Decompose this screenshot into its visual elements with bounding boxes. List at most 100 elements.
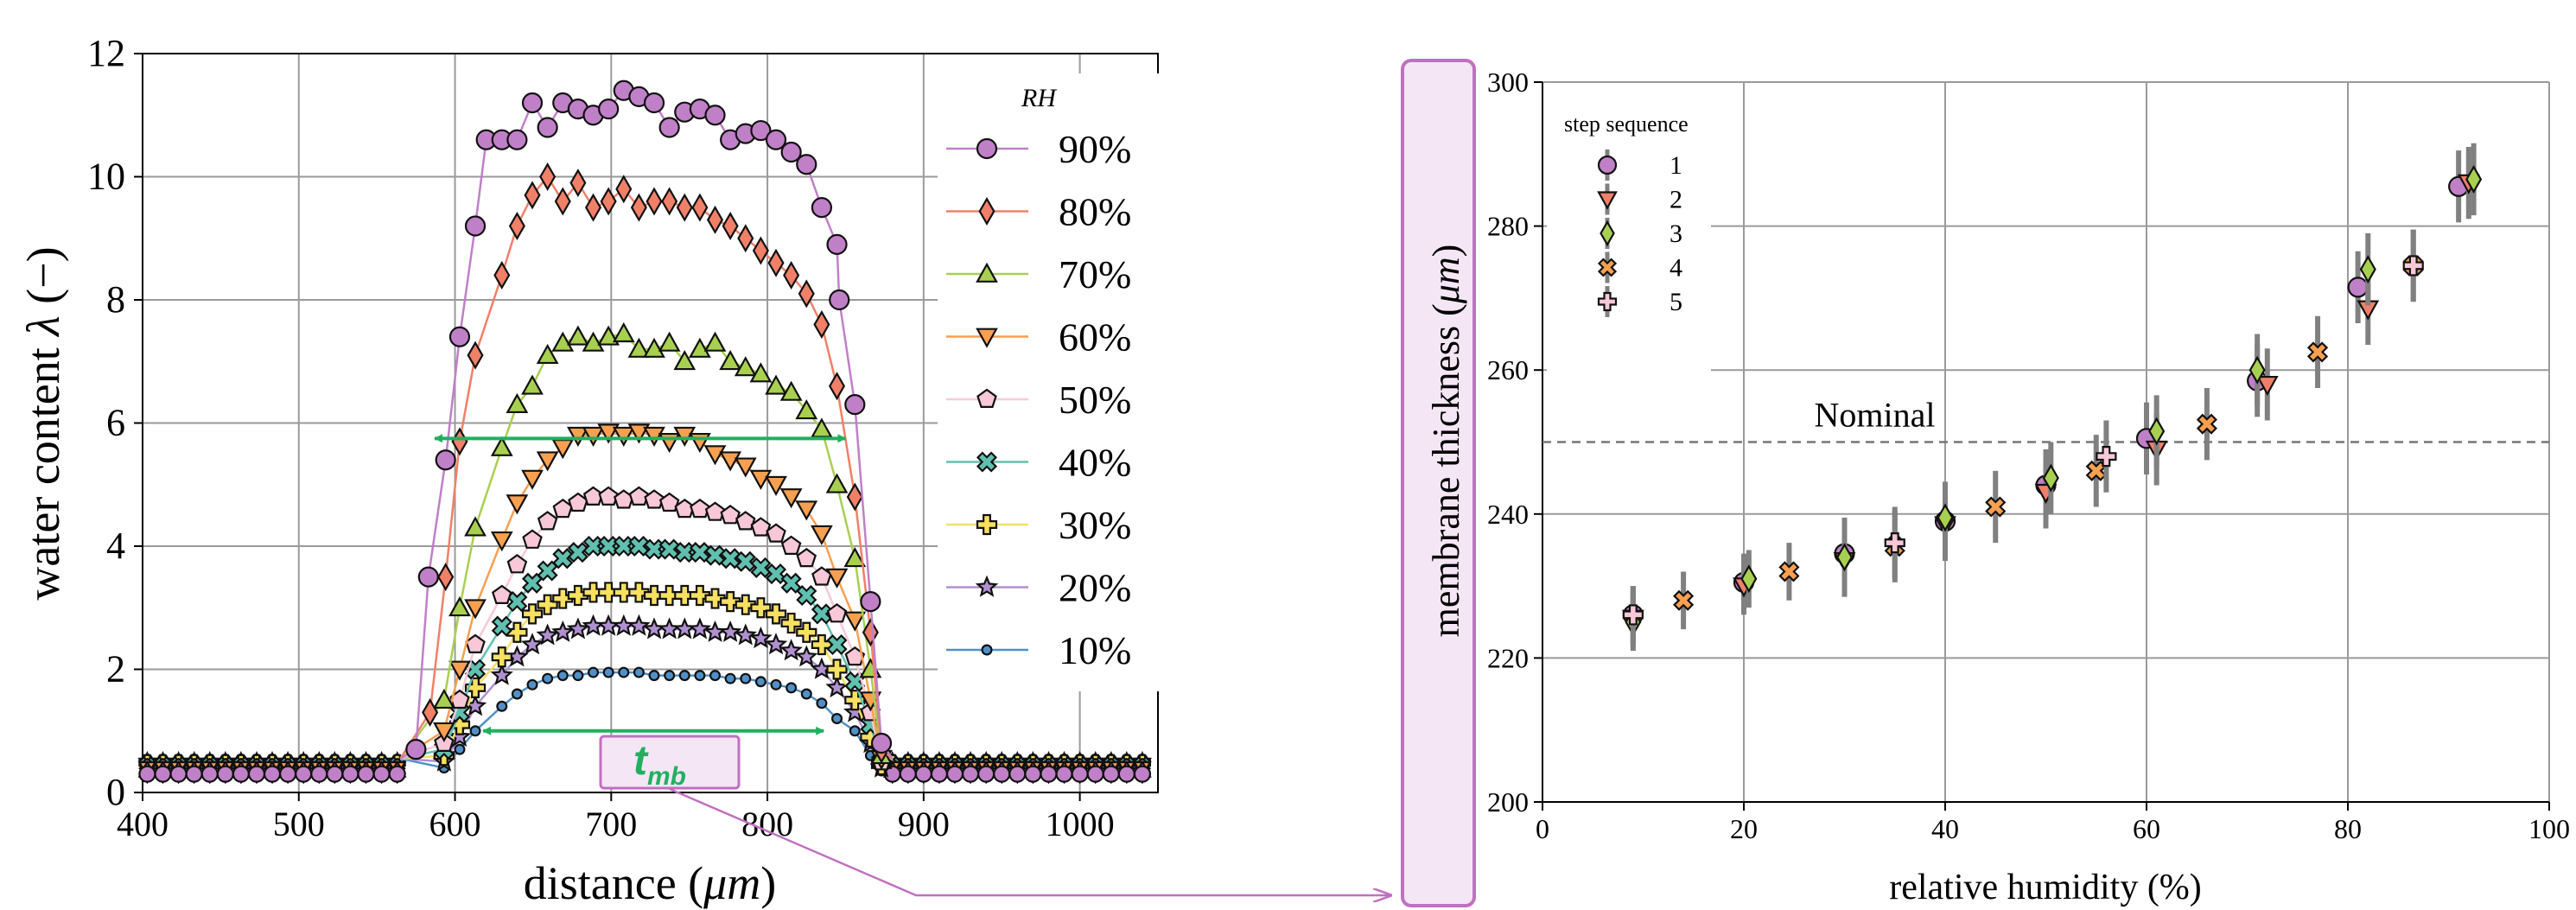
left-data-point [720,548,741,570]
left-data-point [734,623,757,646]
left-baseline-point [961,765,980,783]
left-data-point [796,621,817,643]
left-data-point [798,279,815,309]
left-data-point [506,554,528,574]
left-data-point [780,572,802,594]
left-baseline-point [200,765,219,783]
right-series-5 [1622,229,2424,644]
left-data-point [676,193,693,222]
left-baseline-point [1133,765,1152,783]
right-x-axis-label: relative humidity (%) [1889,868,2202,907]
right-data-point [2196,413,2217,435]
left-data-point [825,676,849,698]
left-data-point [735,550,756,572]
left-legend-label: 50% [1059,378,1131,422]
left-data-point [644,489,665,509]
left-baseline-point [1086,765,1104,783]
left-data-point [870,732,893,754]
right-legend-title: step sequence [1564,111,1689,137]
left-data-point [780,612,802,634]
right-data-point [1884,532,1905,554]
left-data-point [569,169,587,198]
left-data-point [703,331,727,352]
left-data-point [765,563,787,585]
left-data-point [524,181,541,210]
left-data-point [694,670,706,682]
right-data-point [2096,446,2117,468]
right-legend-label: 2 [1670,186,1682,214]
left-data-point [493,260,511,290]
right-series-3 [1625,143,2483,652]
left-data-point [537,560,558,582]
left-data-point [846,482,863,512]
left-legend-marker [976,137,998,160]
left-data-point [537,117,558,138]
left-baseline-point [899,765,917,783]
left-y-tick-label: 0 [106,771,125,813]
left-data-point [704,501,726,521]
right-legend-label: 4 [1670,254,1682,283]
right-data-point [2347,277,2369,298]
left-data-point [831,712,843,724]
left-data-point [843,546,867,568]
left-data-point [506,129,528,150]
connector-arrow [669,787,1391,895]
left-data-point [628,535,650,557]
left-data-point [766,523,786,543]
left-data-point [612,426,635,448]
left-data-point [511,688,523,700]
left-legend-marker [981,644,993,656]
right-data-point [1937,503,1954,532]
left-data-point [506,494,529,515]
left-baseline-point [1024,765,1042,783]
left-data-point [551,620,575,642]
left-baseline-point [326,765,344,783]
right-legend-label: 5 [1670,288,1682,316]
left-data-point [826,633,848,656]
left-baseline-point [1117,765,1135,783]
left-data-point [613,582,634,603]
left-data-point [467,340,484,370]
left-data-point [719,451,742,472]
left-data-point [767,248,785,277]
left-data-point [554,187,571,216]
left-data-point [765,475,787,497]
left-data-point [600,187,617,216]
left-data-point [490,531,513,552]
left-legend-marker [976,388,997,408]
left-baseline-point [247,765,266,783]
nominal-label: Nominal [1815,396,1936,435]
left-legend-label: 70% [1059,252,1131,296]
left-series-70pct [399,321,894,765]
left-data-point [783,260,800,290]
left-baseline-point [945,765,964,783]
left-data-point [779,380,803,401]
left-data-point [537,594,558,615]
left-y-tick-label: 4 [106,525,125,567]
left-data-point [811,197,832,219]
left-series-10pct [400,666,894,777]
left-data-point [720,505,741,525]
right-data-point [2465,164,2483,194]
right-data-point [2306,341,2329,363]
left-data-point [688,617,712,640]
left-data-point [860,591,881,613]
left-x-tick-label: 1000 [1046,805,1115,843]
left-data-point [448,725,472,748]
left-arrows [434,434,847,735]
left-data-point [588,666,600,678]
left-legend-label: 60% [1059,315,1131,360]
left-data-point [737,224,754,253]
left-baseline-point [914,765,932,783]
left-data-point [598,486,619,506]
left-data-point [582,331,605,352]
left-data-point [557,670,569,682]
left-data-point [765,129,787,150]
left-data-point [740,672,752,684]
right-data-point [1673,589,1695,611]
left-data-point [678,670,690,682]
right-y-tick-label: 200 [1487,786,1529,818]
left-data-point [750,557,772,578]
left-data-point [658,117,680,138]
left-data-point [826,603,848,623]
